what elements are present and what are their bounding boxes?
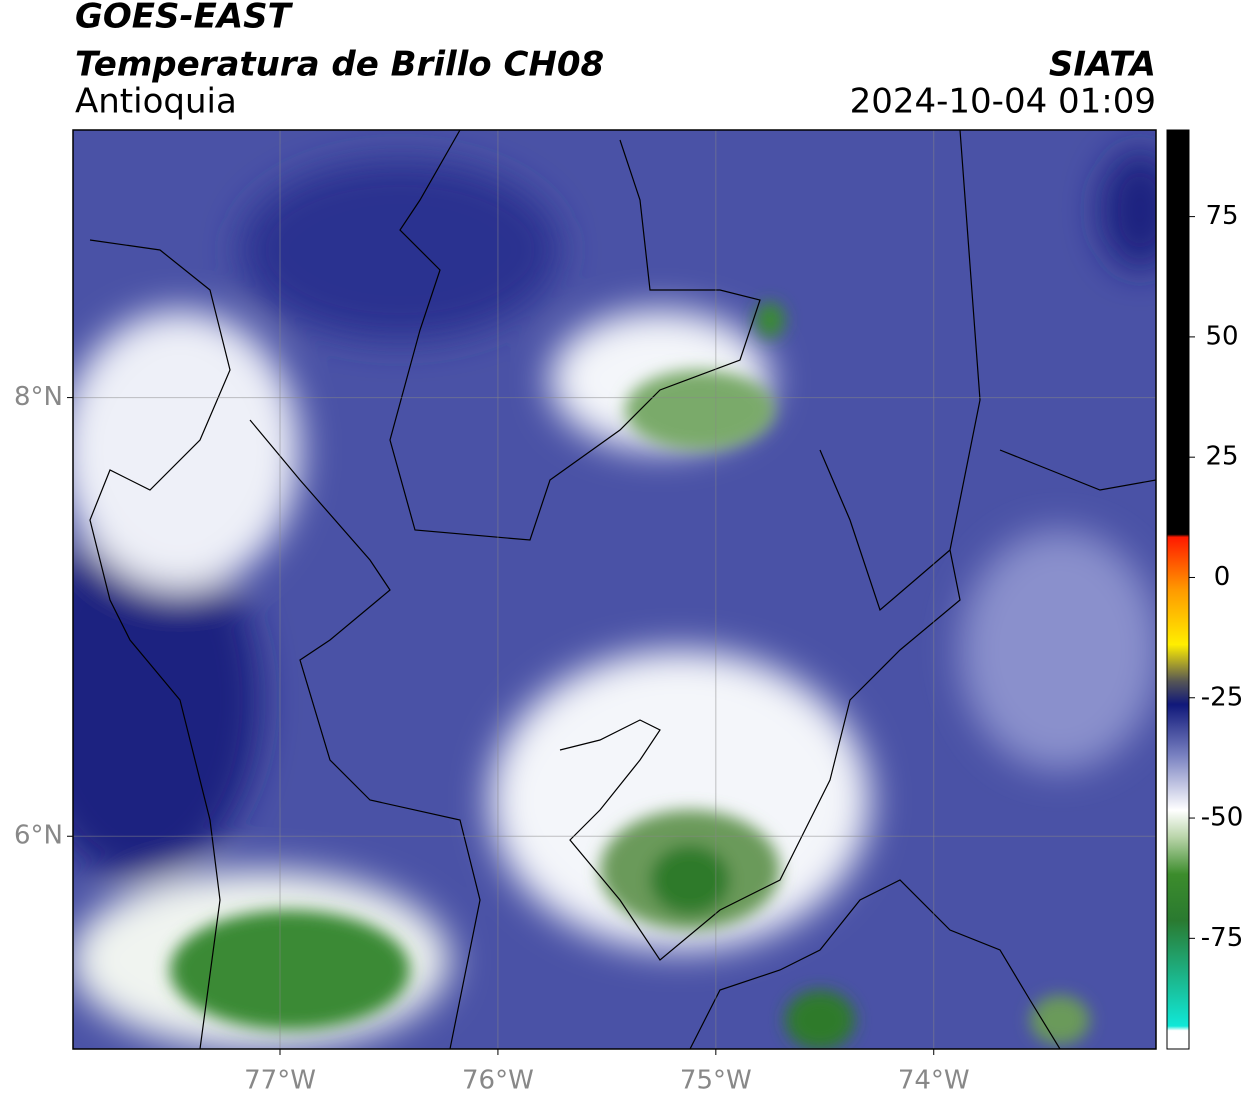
colorbar-tick-label: 50 (1205, 321, 1238, 351)
colorbar-tick-label: -75 (1201, 923, 1243, 953)
x-tick-label: 74°W (898, 1066, 970, 1096)
map-frame (72, 129, 1157, 1050)
colorbar-tick-label: -25 (1201, 682, 1243, 712)
colorbar-tick-label: -50 (1201, 803, 1243, 833)
map-image (73, 130, 1156, 1049)
y-tick-label: 6°N (14, 821, 63, 851)
y-tick-label: 8°N (14, 382, 63, 412)
region: Antioquia (75, 82, 237, 122)
colorbar (1166, 129, 1190, 1050)
colorbar-tick-label: 25 (1205, 442, 1238, 472)
colorbar-tick-label: 0 (1214, 562, 1231, 592)
subtitle: Temperatura de Brillo CH08 (75, 45, 604, 85)
x-tick-label: 75°W (680, 1066, 752, 1096)
x-tick-label: 77°W (244, 1066, 316, 1096)
datetime: 2024-10-04 01:09 (850, 82, 1156, 122)
x-tick-label: 76°W (462, 1066, 534, 1096)
colorbar-tick-label: 75 (1205, 201, 1238, 231)
title: GOES-EAST (75, 0, 294, 37)
source: SIATA (1049, 45, 1156, 85)
